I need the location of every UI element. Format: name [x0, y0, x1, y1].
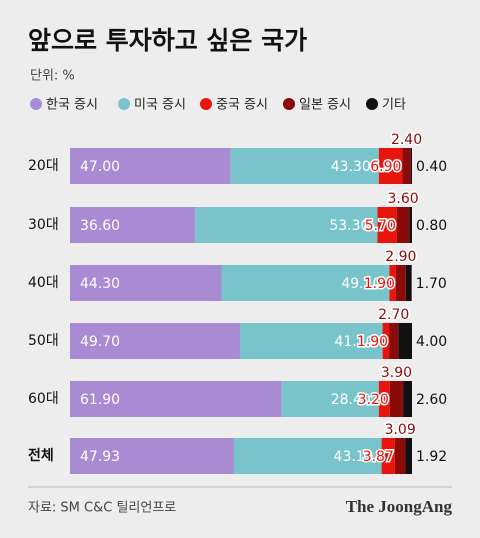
- brand: The JoongAng: [346, 497, 453, 516]
- value-label: 36.60: [80, 218, 120, 234]
- legend-label: 중국 증시: [216, 98, 268, 113]
- bar-segment: [409, 207, 412, 243]
- category-label: 60대: [28, 391, 59, 407]
- value-label: 43.30: [331, 159, 371, 175]
- value-label: 1.92: [416, 449, 447, 465]
- bar-segment: [378, 148, 403, 184]
- value-label: 2.90: [385, 249, 416, 265]
- value-label: 44.30: [80, 276, 120, 292]
- value-label: 1.90: [357, 334, 388, 350]
- category-label: 20대: [28, 158, 59, 174]
- value-label: 47.93: [80, 449, 120, 465]
- value-label: 0.40: [416, 159, 447, 175]
- value-label: 0.80: [416, 218, 447, 234]
- bar-segment: [389, 381, 404, 417]
- category-label: 전체: [28, 447, 54, 464]
- bar-segment: [230, 148, 379, 184]
- legend-label: 미국 증시: [134, 98, 186, 113]
- legend-swatch: [200, 98, 212, 110]
- category-label: 30대: [28, 217, 59, 233]
- value-label: 49.10: [341, 276, 381, 292]
- bar-segment: [395, 265, 406, 301]
- value-label: 1.90: [364, 276, 395, 292]
- legend-label: 일본 증시: [299, 98, 351, 113]
- value-label: 5.70: [365, 218, 396, 234]
- value-label: 3.09: [385, 422, 416, 438]
- bar-segment: [382, 323, 390, 359]
- value-label: 28.40: [331, 392, 371, 408]
- bar-segment: [70, 207, 196, 243]
- value-label: 6.90: [370, 159, 401, 175]
- category-label: 50대: [28, 333, 59, 349]
- value-label: 41.70: [334, 334, 374, 350]
- value-label: 43.19: [334, 449, 374, 465]
- value-label: 49.70: [80, 334, 120, 350]
- bar-segment: [70, 381, 282, 417]
- source: 자료: SM C&C 틸리언프로: [28, 501, 176, 516]
- value-label: 4.00: [416, 334, 447, 350]
- bar-segment: [398, 323, 412, 359]
- legend-label: 한국 증시: [46, 98, 98, 113]
- bar-segment: [394, 438, 406, 474]
- bar-segment: [70, 438, 234, 474]
- value-label: 47.00: [80, 159, 120, 175]
- value-label: 3.20: [358, 392, 389, 408]
- bar-segment: [396, 207, 410, 243]
- bar-segment: [378, 381, 390, 417]
- bar-segment: [70, 323, 240, 359]
- value-label: 2.70: [378, 307, 409, 323]
- bar-segment: [195, 207, 378, 243]
- bar-segment: [239, 323, 383, 359]
- legend-label: 기타: [382, 98, 406, 113]
- value-label: 61.90: [80, 392, 120, 408]
- bar-segment: [70, 148, 231, 184]
- value-label: 2.60: [416, 392, 447, 408]
- value-label: 1.70: [416, 276, 447, 292]
- bar-segment: [233, 438, 382, 474]
- bar-segment: [405, 438, 412, 474]
- bar-segment: [403, 381, 412, 417]
- bar-segment: [405, 265, 412, 301]
- legend-swatch: [283, 98, 295, 110]
- legend-swatch: [366, 98, 378, 110]
- value-label: 3.90: [381, 365, 412, 381]
- category-label: 40대: [28, 275, 59, 291]
- bar-segment: [389, 265, 396, 301]
- bar-segment: [402, 148, 411, 184]
- chart-subtitle: 단위: %: [30, 69, 75, 84]
- bar-segment: [221, 265, 390, 301]
- bar-segment: [281, 381, 379, 417]
- legend-swatch: [30, 98, 42, 110]
- bar-segment: [389, 323, 399, 359]
- value-label: 53.30: [329, 218, 369, 234]
- bar-segment: [70, 265, 222, 301]
- value-label: 2.40: [391, 132, 422, 148]
- chart-title: 앞으로 투자하고 싶은 국가: [28, 26, 307, 55]
- bar-segment: [410, 148, 412, 184]
- value-label: 3.87: [363, 449, 394, 465]
- legend-swatch: [118, 98, 130, 110]
- bar-segment: [377, 207, 397, 243]
- value-label: 3.60: [388, 191, 419, 207]
- bar-segment: [381, 438, 395, 474]
